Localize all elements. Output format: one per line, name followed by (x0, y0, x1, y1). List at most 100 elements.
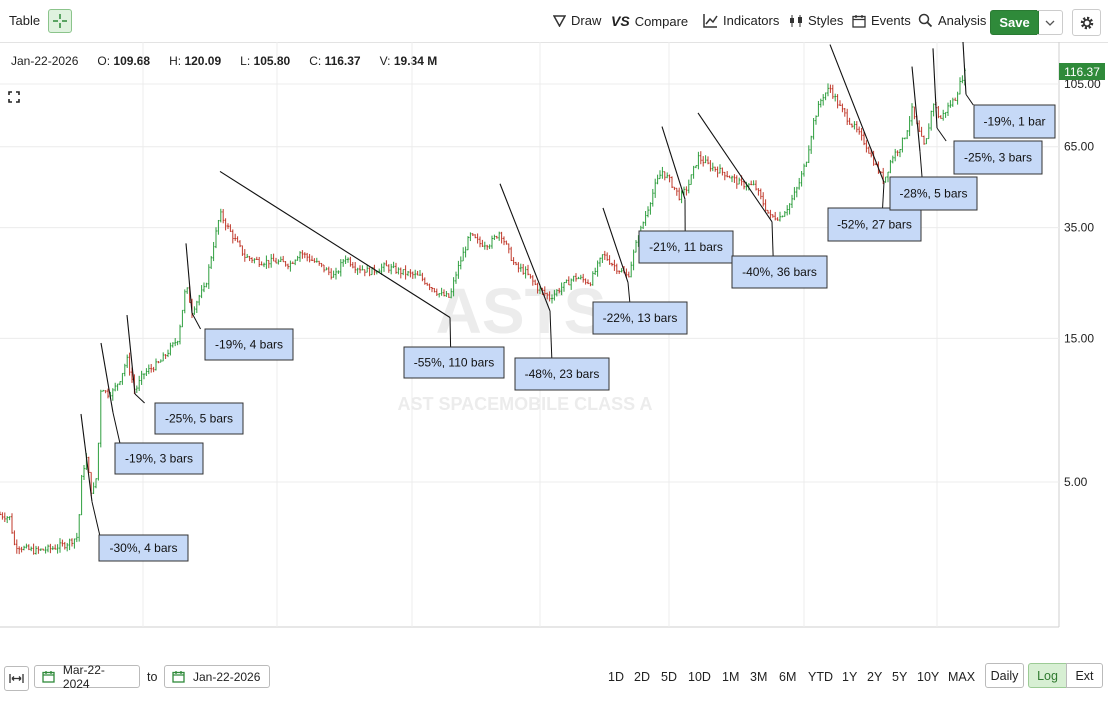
candle (63, 541, 66, 550)
styles-button[interactable]: Styles (789, 13, 843, 28)
candle (563, 281, 565, 292)
candle (87, 456, 90, 473)
candle (395, 262, 397, 274)
drawdown-annotation[interactable]: -30%, 4 bars (80, 413, 189, 562)
candle (54, 544, 57, 550)
save-button[interactable]: Save (990, 10, 1039, 35)
range-button-6m[interactable]: 6M (779, 670, 797, 684)
from-date-field[interactable]: Mar-22-2024 (34, 663, 140, 691)
drawdown-annotation[interactable]: -28%, 5 bars (889, 66, 978, 211)
candle (613, 259, 616, 271)
candle (663, 171, 666, 181)
drawdown-annotation[interactable]: -52%, 27 bars (827, 44, 922, 242)
volume-label: V: (379, 54, 391, 68)
candle (443, 289, 445, 297)
candle (128, 352, 131, 376)
candle (863, 131, 865, 146)
candle (32, 543, 35, 555)
candle (73, 538, 76, 549)
compare-button[interactable]: VS Compare (611, 13, 688, 29)
calendar-icon (172, 671, 185, 683)
analysis-button[interactable]: Analysis (918, 13, 986, 28)
candle (111, 388, 114, 401)
range-button-5y[interactable]: 5Y (892, 670, 908, 684)
range-button-1m[interactable]: 1M (722, 670, 740, 684)
candle (251, 257, 253, 264)
range-button-3m[interactable]: 3M (750, 670, 768, 684)
drawdown-annotation[interactable]: -25%, 3 bars (932, 48, 1043, 175)
drawdown-annotation[interactable]: -48%, 23 bars (499, 183, 610, 391)
candle (435, 288, 438, 297)
candle (803, 163, 805, 177)
drawdown-annotation[interactable]: -19%, 4 bars (185, 243, 294, 361)
table-button[interactable]: Table (9, 13, 40, 28)
candle (704, 155, 707, 164)
price-tick-label: 15.00 (1064, 331, 1094, 345)
range-button-max[interactable]: MAX (948, 670, 976, 684)
to-label: to (147, 670, 158, 684)
daily-button[interactable]: Daily (985, 663, 1024, 688)
draw-button[interactable]: Draw (553, 13, 601, 28)
range-button-1y[interactable]: 1Y (842, 670, 858, 684)
range-button-10d[interactable]: 10D (688, 670, 711, 684)
candle (421, 272, 424, 282)
candle (656, 174, 659, 185)
candle (606, 252, 609, 261)
candle (522, 263, 525, 275)
indicators-button[interactable]: Indicators (703, 13, 779, 28)
drawdown-annotation[interactable]: -19%, 1 bar (962, 42, 1056, 139)
events-button[interactable]: Events (852, 13, 911, 28)
candle (212, 241, 215, 262)
candle (366, 264, 369, 273)
range-button-2y[interactable]: 2Y (867, 670, 883, 684)
drawdown-label-box (953, 140, 1043, 175)
candle (603, 250, 606, 260)
candle (275, 257, 277, 264)
fit-range-button[interactable] (4, 666, 29, 691)
settings-button[interactable] (1072, 9, 1101, 36)
candle (474, 234, 477, 239)
candle (15, 539, 18, 554)
candle (673, 186, 676, 191)
candle (56, 544, 59, 554)
candle (44, 546, 47, 554)
candle (483, 241, 486, 250)
candle (817, 100, 820, 117)
range-button-2d[interactable]: 2D (634, 670, 650, 684)
candle (517, 262, 520, 273)
range-button-10y[interactable]: 10Y (917, 670, 940, 684)
range-button-ytd[interactable]: YTD (808, 670, 833, 684)
candle (433, 287, 436, 293)
draw-icon (553, 15, 566, 27)
ext-toggle[interactable]: Ext (1066, 663, 1103, 688)
range-button-5d[interactable]: 5D (661, 670, 677, 684)
price-chart[interactable]: ASTS AST SPACEMOBILE CLASS A -30%, 4 bar… (0, 42, 1108, 630)
drawdown-annotation[interactable]: -40%, 36 bars (697, 112, 828, 289)
drawdown-annotation[interactable]: -21%, 11 bars (638, 126, 734, 264)
candle (138, 375, 141, 391)
candle (306, 252, 309, 262)
candle (25, 543, 28, 549)
drawdown-label-box (638, 230, 734, 264)
crosshair-toggle[interactable] (48, 9, 72, 33)
candle (671, 176, 673, 188)
candle (843, 107, 846, 117)
range-button-1d[interactable]: 1D (608, 670, 624, 684)
candle (121, 372, 124, 385)
leader-line (771, 221, 774, 257)
candle (841, 103, 844, 113)
drawdown-annotation[interactable]: -25%, 5 bars (126, 315, 244, 435)
drawdown-annotation[interactable]: -22%, 13 bars (592, 207, 688, 335)
leader-line (91, 501, 101, 536)
to-date-field[interactable]: Jan-22-2026 (164, 665, 270, 688)
candle (716, 166, 719, 178)
close-label: C: (309, 54, 322, 68)
save-dropdown[interactable] (1037, 10, 1063, 35)
candle (210, 255, 213, 269)
drawdown-annotation[interactable]: -55%, 110 bars (219, 171, 505, 379)
candle (258, 256, 261, 268)
candle (836, 94, 839, 109)
log-toggle[interactable]: Log (1028, 663, 1067, 688)
drawdown-annotation[interactable]: -19%, 3 bars (100, 342, 204, 475)
fullscreen-button[interactable] (3, 86, 25, 108)
